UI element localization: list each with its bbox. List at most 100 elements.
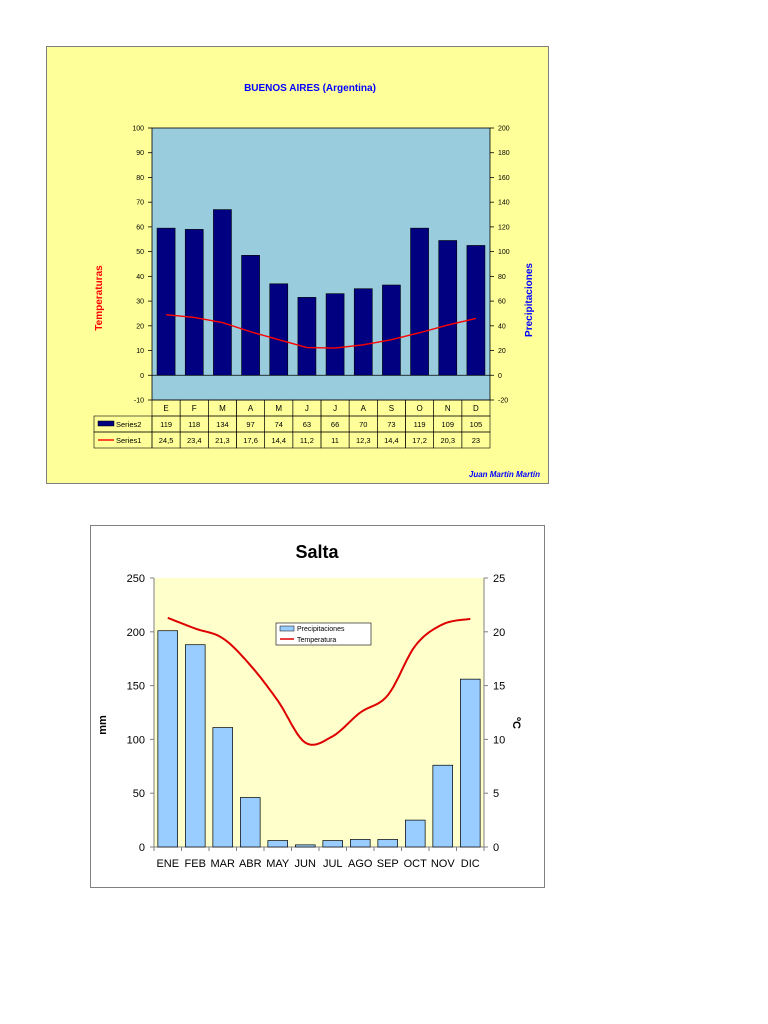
bar-precipitacion xyxy=(295,844,316,848)
y-left-tick-label: 40 xyxy=(136,274,144,281)
bar-precipitation xyxy=(466,245,486,376)
x-tick-label: ABR xyxy=(239,858,262,870)
x-tick-label: DIC xyxy=(461,858,480,870)
y-right-tick-label: 40 xyxy=(498,323,506,330)
y-axis-left-label: Temperaturas xyxy=(94,265,105,331)
x-category-label: M xyxy=(219,404,226,413)
y-left-tick-label: 90 xyxy=(136,150,144,157)
table-cell-precip: 109 xyxy=(441,420,454,429)
y-right-tick-label: 15 xyxy=(493,681,505,693)
table-cell-precip: 105 xyxy=(470,420,483,429)
y-axis-right-label: Precipitaciones xyxy=(524,263,535,337)
y-right-tick-label: 160 xyxy=(498,175,510,182)
y-left-tick-label: 70 xyxy=(136,200,144,207)
y-left-tick-label: 10 xyxy=(136,348,144,355)
x-category-label: D xyxy=(473,404,479,413)
y-right-tick-label: 120 xyxy=(498,224,510,231)
plot-area xyxy=(151,127,491,401)
bar-precipitation xyxy=(410,227,429,376)
temperature-line xyxy=(167,616,471,746)
bar-precipitation xyxy=(184,229,204,376)
x-tick-label: ENE xyxy=(156,858,179,870)
y-axis-left-label: mm xyxy=(97,715,109,735)
y-axis-right-label: ºC xyxy=(510,717,522,729)
y-right-tick-label: 5 xyxy=(493,788,499,800)
y-right-tick-label: 0 xyxy=(498,373,502,380)
y-right-tick-label: 25 xyxy=(493,573,505,585)
bar-precipitation xyxy=(353,288,373,376)
bar-precipitation xyxy=(325,293,345,376)
table-row-label: Series1 xyxy=(116,436,141,445)
table-row-label: Series2 xyxy=(116,420,141,429)
y-right-tick-label: 20 xyxy=(493,627,505,639)
table-cell-temp: 20,3 xyxy=(440,436,455,445)
y-left-tick-label: 100 xyxy=(132,126,144,133)
y-right-tick-label: 80 xyxy=(498,274,506,281)
y-left-tick-label: 50 xyxy=(136,249,144,256)
y-left-tick-label: 30 xyxy=(136,299,144,306)
y-right-tick-label: 140 xyxy=(498,200,510,207)
y-left-tick-label: 100 xyxy=(127,734,145,746)
legend-label-precip: Precipitaciones xyxy=(297,626,345,633)
y-left-tick-label: 20 xyxy=(136,323,144,330)
bar-precipitacion xyxy=(377,839,399,848)
bar-precipitacion xyxy=(184,644,206,848)
x-tick-label: SEP xyxy=(377,858,399,870)
table-cell-temp: 14,4 xyxy=(384,436,399,445)
buenos-aires-chart-svg: BUENOS AIRES (Argentina) Temperaturas Pr… xyxy=(46,46,549,484)
bar-precipitacion xyxy=(240,797,261,848)
bar-precipitation xyxy=(382,284,401,376)
legend: Precipitaciones Temperatura xyxy=(275,622,372,646)
chart-title: Salta xyxy=(295,542,339,562)
bar-precipitacion xyxy=(405,819,426,848)
table-cell-temp: 21,3 xyxy=(215,436,230,445)
x-tick-label: JUN xyxy=(295,858,316,870)
table-cell-precip: 74 xyxy=(275,420,283,429)
bar-precipitacion xyxy=(267,840,289,848)
y-left-tick-label: 200 xyxy=(127,627,145,639)
x-category-label: M xyxy=(275,404,282,413)
y-right-tick-label: 200 xyxy=(498,126,510,133)
table-cell-precip: 63 xyxy=(303,420,311,429)
y-right-tick-label: 60 xyxy=(498,299,506,306)
y-right-tick-label: 10 xyxy=(493,734,505,746)
x-tick-label: FEB xyxy=(185,858,206,870)
y-left-tick-label: 0 xyxy=(140,373,144,380)
bar-precipitacion xyxy=(432,764,454,848)
table-cell-temp: 23,4 xyxy=(187,436,202,445)
x-tick-label: MAR xyxy=(211,858,236,870)
y-left-tick-label: 80 xyxy=(136,175,144,182)
x-category-label: N xyxy=(445,404,451,413)
table-cell-precip: 66 xyxy=(331,420,339,429)
bar-precipitacion xyxy=(322,840,344,848)
x-category-label: S xyxy=(389,404,394,413)
series1-line xyxy=(166,313,477,349)
bar-precipitacion xyxy=(157,630,178,848)
table-cell-precip: 119 xyxy=(160,420,172,429)
y-right-tick-label: 100 xyxy=(498,249,510,256)
table-cell-temp: 12,3 xyxy=(356,436,371,445)
y-right-tick-label: 20 xyxy=(498,348,506,355)
table-cell-precip: 97 xyxy=(246,420,254,429)
bar-precipitation xyxy=(156,227,176,376)
table-cell-precip: 73 xyxy=(387,420,395,429)
chart-salta: Salta 0 50 100 150 200 250 0 5 10 15 20 25 ENE FEB M… xyxy=(90,525,545,888)
table-cell-temp: 11,2 xyxy=(300,436,314,445)
x-category-label: J xyxy=(305,404,309,413)
bar-precipitation xyxy=(269,283,289,376)
x-tick-label: NOV xyxy=(431,858,456,870)
table-cell-precip: 70 xyxy=(359,420,367,429)
x-category-label: A xyxy=(248,404,254,413)
table-cell-temp: 17,2 xyxy=(412,436,427,445)
y-left-tick-label: 150 xyxy=(127,681,145,693)
table-cell-precip: 134 xyxy=(216,420,229,429)
x-category-label: A xyxy=(361,404,367,413)
y-left-tick-label: 0 xyxy=(139,842,145,854)
chart-buenos-aires: BUENOS AIRES (Argentina) Temperaturas Pr… xyxy=(46,46,549,484)
chart-title: BUENOS AIRES (Argentina) xyxy=(244,83,376,94)
legend-label-temp: Temperatura xyxy=(297,637,336,644)
bar-precipitation xyxy=(438,240,458,376)
bar-precipitacion xyxy=(212,727,233,848)
y-right-tick-label: 180 xyxy=(498,150,510,157)
table-cell-temp: 17,6 xyxy=(243,436,258,445)
